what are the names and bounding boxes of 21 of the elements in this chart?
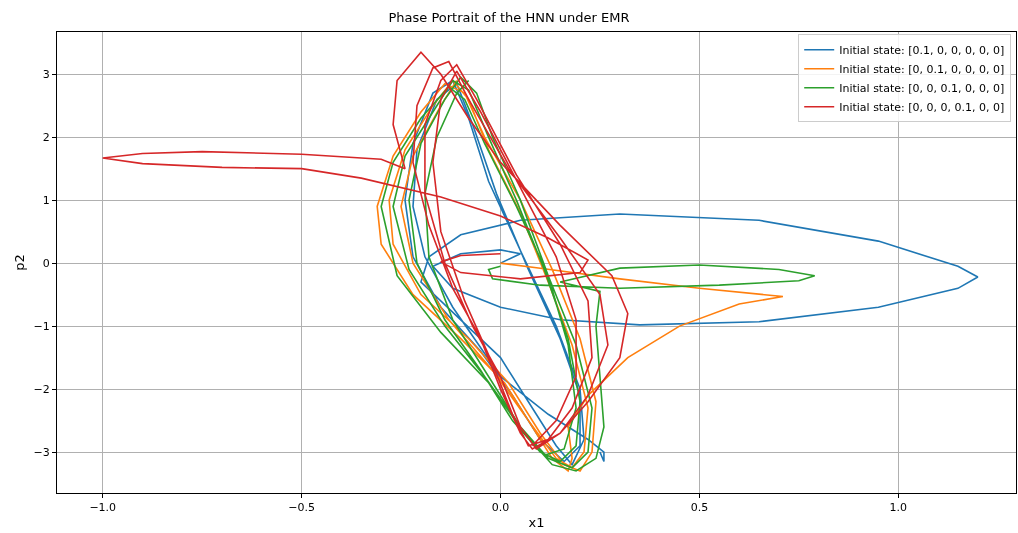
legend-label: Initial state: [0, 0, 0.1, 0, 0, 0]	[839, 82, 1005, 96]
y-tick-label: −1	[33, 319, 50, 333]
y-tick-label: 3	[42, 68, 50, 82]
y-axis-title: p2	[11, 254, 27, 271]
legend-label: Initial state: [0.1, 0, 0, 0, 0, 0]	[839, 44, 1005, 58]
x-tick-label: −1.0	[89, 501, 117, 515]
x-tick-label: 0.0	[491, 501, 510, 515]
y-tick-label: 0	[42, 256, 50, 270]
line-series	[404, 79, 979, 466]
line-series	[101, 51, 629, 450]
y-tick-label: −3	[33, 445, 50, 459]
y-tick-label: −2	[33, 382, 50, 396]
x-tick-label: 0.5	[690, 501, 709, 515]
y-tick-label: 2	[42, 131, 50, 145]
y-tick-label: 1	[42, 194, 50, 207]
legend-label: Initial state: [0, 0, 0, 0.1, 0, 0]	[839, 101, 1005, 115]
chart-title: Phase Portrait of the HNN under EMR	[388, 10, 630, 26]
legend-label: Initial state: [0, 0.1, 0, 0, 0, 0]	[839, 63, 1005, 77]
x-axis-title: x1	[528, 514, 545, 530]
x-tick-label: 1.0	[889, 501, 908, 515]
x-tick-label: −0.5	[288, 501, 315, 515]
